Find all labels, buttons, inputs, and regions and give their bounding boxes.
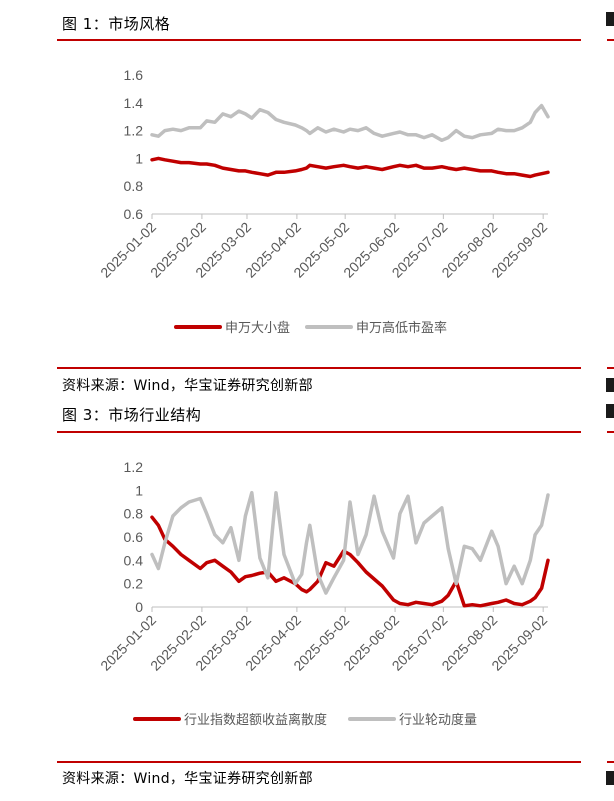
- y-tick-label: 1.6: [124, 67, 144, 83]
- legend-label-2: 申万高低市盈率: [356, 320, 447, 335]
- edge-mark: [606, 404, 614, 418]
- legend: 行业指数超额收益离散度 行业轮动度量: [133, 712, 477, 727]
- edge-rule: [607, 431, 614, 433]
- figure-1-bottom-rule: [57, 367, 581, 369]
- y-tick-label: 1: [135, 150, 143, 166]
- y-tick-label: 1.4: [124, 95, 144, 111]
- figure-1-title: 图 1：市场风格: [62, 15, 171, 33]
- y-tick-label: 0.6: [124, 529, 144, 545]
- series-line-2: [150, 490, 550, 595]
- edge-rule: [607, 367, 614, 369]
- figure-3-top-rule: [57, 431, 581, 433]
- y-tick-label: 0.2: [124, 576, 144, 592]
- legend-label-1: 申万大小盘: [225, 320, 290, 335]
- edge-mark: [606, 771, 614, 785]
- y-tick-label: 0.4: [124, 552, 144, 568]
- legend-label-1: 行业指数超额收益离散度: [184, 712, 327, 727]
- edge-rule: [607, 761, 614, 763]
- figure-3-source: 资料来源：Wind，华宝证券研究创新部: [62, 771, 313, 787]
- series-line-1: [150, 515, 550, 608]
- y-tick-label: 1.2: [124, 123, 144, 139]
- series-line-1: [150, 156, 550, 179]
- figure-1-top-rule: [57, 39, 581, 41]
- y-tick-label: 1: [135, 482, 143, 498]
- figure-3-title: 图 3：市场行业结构: [62, 406, 202, 424]
- edge-rule: [607, 39, 614, 41]
- figure-1-source: 资料来源：Wind，华宝证券研究创新部: [62, 378, 313, 394]
- y-tick-label: 0.8: [124, 506, 144, 522]
- y-tick-label: 1.2: [124, 459, 144, 475]
- legend: 申万大小盘 申万高低市盈率: [174, 320, 447, 335]
- edge-mark: [606, 12, 614, 26]
- legend-label-2: 行业轮动度量: [399, 712, 477, 727]
- y-tick-label: 0: [135, 599, 143, 615]
- figure-3-bottom-rule: [57, 761, 581, 763]
- y-tick-label: 0.6: [124, 206, 144, 222]
- edge-mark: [606, 378, 614, 392]
- series-line-2: [150, 103, 550, 143]
- y-tick-label: 0.8: [124, 178, 144, 194]
